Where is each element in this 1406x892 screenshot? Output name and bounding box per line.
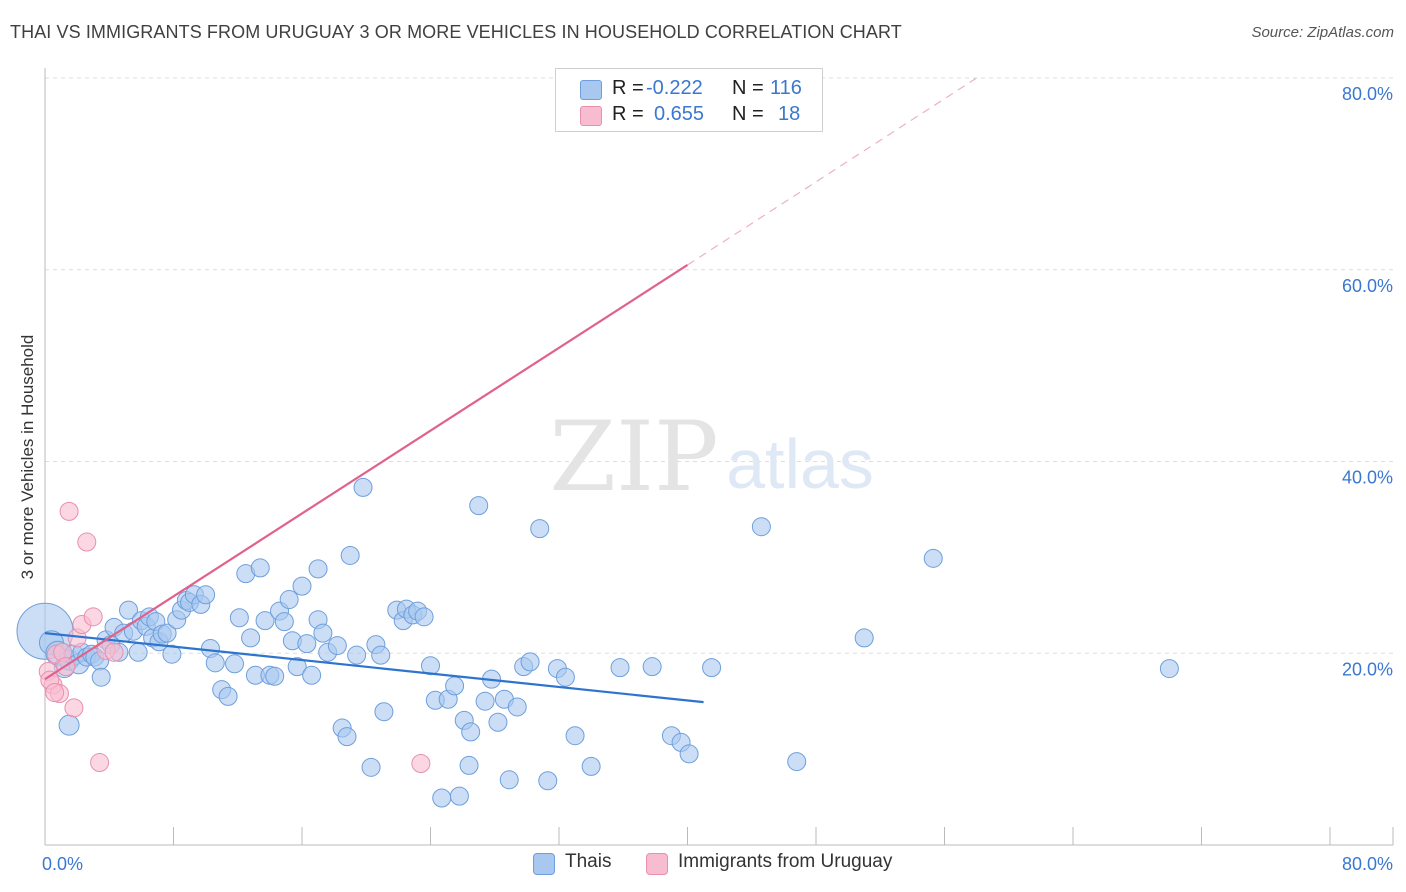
thais-point [340,545,360,565]
thais-point [854,628,874,648]
thais-point [371,645,391,665]
legend-r-label: R = [612,77,644,99]
legend-swatch-thais [580,80,602,100]
thais-trend-line [44,632,704,704]
thais-point [91,667,111,687]
legend-label-thais: Thais [565,851,612,872]
uruguay-point [104,642,124,662]
thais-point [241,628,261,648]
legend-n-value-thais: 116 [770,77,802,99]
thais-point [679,744,699,764]
thais-point [414,607,434,627]
y-tick-label: 20.0% [1342,659,1393,679]
thais-point [475,691,495,711]
thais-point [361,757,381,777]
legend-r-value-uruguay: 0.655 [654,103,705,125]
thais-point [787,752,807,772]
thais-point [642,657,662,677]
thais-point [374,702,394,722]
thais-point [432,788,452,808]
legend-swatch-thais [533,853,555,875]
thais-point [279,590,299,610]
thais-point [353,477,373,497]
thais-point [461,722,481,742]
legend-label-uruguay: Immigrants from Uruguay [678,851,893,872]
thais-point [923,548,943,568]
y-tick-label: 60.0% [1342,276,1393,296]
y-tick-label: 40.0% [1342,468,1393,488]
legend-n-label: N = [732,103,764,125]
thais-point [702,658,722,678]
thais-point [1159,659,1179,679]
legend-n-label: N = [732,77,764,99]
x-tick-label: 80.0% [1342,854,1393,874]
watermark-atlas: atlas [726,425,874,503]
thais-point [119,600,139,620]
thais-point [565,726,585,746]
thais-point [445,676,465,696]
thais-point [449,786,469,806]
uruguay-point [64,698,84,718]
thais-point [337,727,357,747]
uruguay-point [77,532,97,552]
uruguay-point [90,753,110,773]
thais-point [327,636,347,656]
series-legend: Thais Immigrants from Uruguay [0,851,1406,879]
source-label: Source: ZipAtlas.com [1251,24,1394,41]
thais-point [205,653,225,673]
legend-swatch-uruguay [580,106,602,126]
thais-point [459,755,479,775]
thais-point [581,756,601,776]
thais-point [499,770,519,790]
uruguay-point [59,501,79,521]
thais-point [347,645,367,665]
thais-point [302,665,322,685]
thais-point [555,667,575,687]
legend-n-value-uruguay: 18 [778,103,801,125]
uruguay-trend-line [44,264,689,681]
thais-point [469,496,489,516]
thais-point [520,652,540,672]
thais-point [128,642,148,662]
thais-point [157,623,177,643]
thais-point [488,712,508,732]
thais-point [196,585,216,605]
thais-point [313,623,333,643]
thais-point [218,686,238,706]
watermark-zip: ZIP [549,401,718,513]
thais-point [538,771,558,791]
stats-legend: R = -0.222 N = 116 R = 0.655 N = 18 [555,68,823,132]
thais-point [229,608,249,628]
uruguay-point [83,607,103,627]
thais-point [58,714,80,736]
thais-point [308,559,328,579]
legend-r-value-thais: -0.222 [646,77,703,99]
thais-point [287,657,307,677]
thais-point [162,644,182,664]
thais-point [610,658,630,678]
thais-point [274,612,294,632]
thais-point [507,697,527,717]
uruguay-point [411,754,431,774]
legend-r-label: R = [612,103,644,125]
uruguay-point [45,683,65,703]
y-tick-label: 80.0% [1342,84,1393,104]
x-tick-label: 0.0% [42,854,83,874]
thais-point [530,519,550,539]
y-axis-title: 3 or more Vehicles in Household [18,335,37,580]
legend-swatch-uruguay [646,853,668,875]
thais-point [751,517,771,537]
thais-point [250,558,270,578]
thais-point [421,656,440,676]
chart-title: THAI VS IMMIGRANTS FROM URUGUAY 3 OR MOR… [10,22,902,42]
thais-point [297,634,317,654]
thais-point [255,611,275,631]
thais-point [225,654,245,674]
uruguay-trend-extension [687,77,977,266]
thais-point [292,576,312,596]
thais-point [265,666,285,686]
